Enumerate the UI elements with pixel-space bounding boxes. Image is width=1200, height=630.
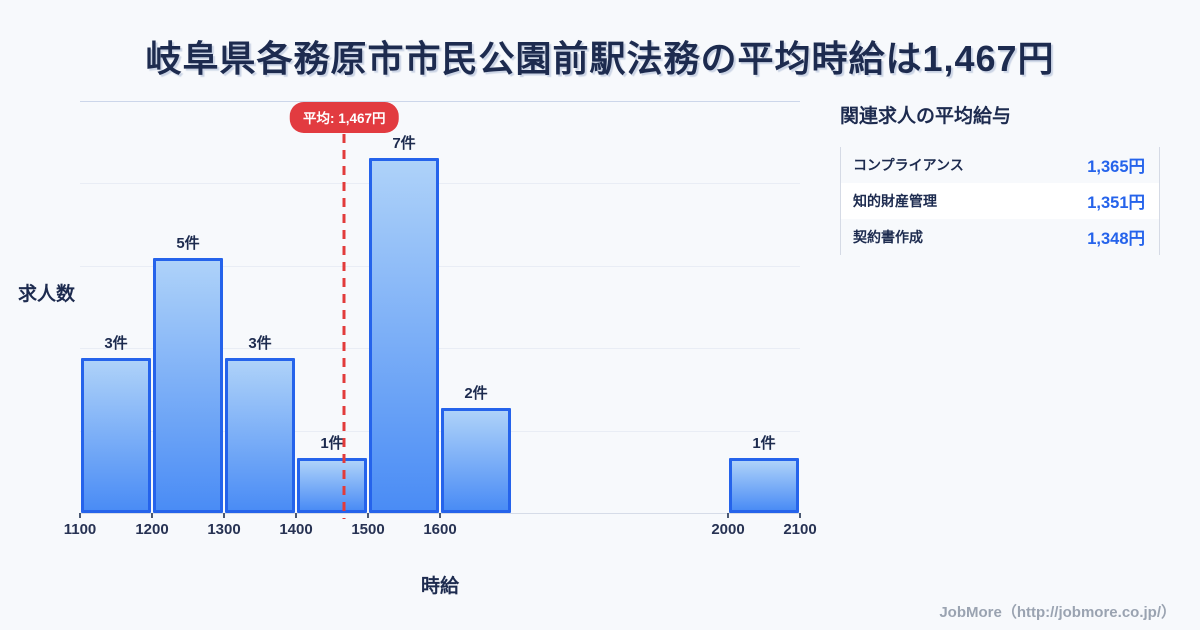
x-tick-label: 1500	[351, 521, 385, 538]
histogram-bar	[729, 458, 799, 513]
histogram-bar	[153, 258, 223, 513]
bar-count-label: 2件	[464, 385, 488, 402]
x-tick-label: 1400	[279, 521, 313, 538]
average-badge: 平均: 1,467円	[289, 102, 399, 133]
bar-count-label: 1件	[752, 435, 776, 452]
histogram-bar	[297, 458, 367, 513]
x-axis-label: 時給	[420, 576, 459, 597]
salary-name: 契約書作成	[853, 229, 923, 245]
bar-count-label: 3件	[104, 335, 128, 352]
x-tick-mark	[727, 513, 729, 518]
salary-row: 知的財産管理 1,351円	[841, 183, 1159, 219]
x-tick-mark	[439, 513, 441, 518]
bar-count-label: 7件	[392, 135, 416, 152]
salary-name: 知的財産管理	[853, 193, 937, 209]
x-tick-mark	[367, 513, 369, 518]
x-tick-label: 1300	[207, 521, 241, 538]
bar-count-label: 5件	[176, 235, 200, 252]
gridline	[80, 101, 800, 102]
x-tick-label: 1100	[63, 521, 97, 538]
salary-row: コンプライアンス 1,365円	[841, 147, 1159, 183]
salary-value: 1,351円	[1087, 194, 1145, 212]
bar-count-label: 3件	[248, 335, 272, 352]
bar-count-label: 1件	[320, 435, 344, 452]
gridline	[80, 265, 800, 267]
salary-name: コンプライアンス	[853, 157, 964, 173]
related-salaries-panel: 関連求人の平均給与 コンプライアンス 1,365円知的財産管理 1,351円契約書作…	[840, 101, 1160, 255]
panel-title: 関連求人の平均給与	[840, 106, 1012, 127]
page-title: 岐阜県各務原市市民公園前駅法務の平均時給は1,467円	[145, 38, 1055, 79]
salary-value: 1,365円	[1087, 158, 1145, 176]
footer-credit: JobMore（http://jobmore.co.jp/）	[939, 604, 1176, 621]
histogram-bar	[441, 408, 511, 513]
x-tick-label: 2000	[711, 521, 745, 538]
x-tick-mark	[799, 513, 801, 518]
x-tick-label: 1600	[423, 521, 457, 538]
x-tick-mark	[295, 513, 297, 518]
gridline	[80, 348, 800, 350]
histogram-bar	[225, 358, 295, 513]
x-tick-label: 1200	[135, 521, 169, 538]
y-axis-label: 求人数	[18, 284, 76, 305]
plot-area: 平均: 1,467円 3件 5件 3件 1件 7件 2件 1件 1100 1200 1300 140…	[64, 101, 817, 538]
average-line	[342, 134, 346, 519]
x-tick-mark	[151, 513, 153, 518]
salary-value: 1,348円	[1087, 230, 1145, 248]
gridline	[80, 183, 800, 185]
histogram-bar	[81, 358, 151, 513]
x-tick-mark	[223, 513, 225, 518]
x-tick-label: 2100	[783, 521, 817, 538]
salary-table: コンプライアンス 1,365円知的財産管理 1,351円契約書作成 1,348円	[840, 147, 1160, 255]
gridline	[80, 430, 800, 432]
salary-row: 契約書作成 1,348円	[841, 219, 1159, 255]
histogram-bar	[369, 158, 439, 513]
x-tick-mark	[79, 513, 81, 518]
